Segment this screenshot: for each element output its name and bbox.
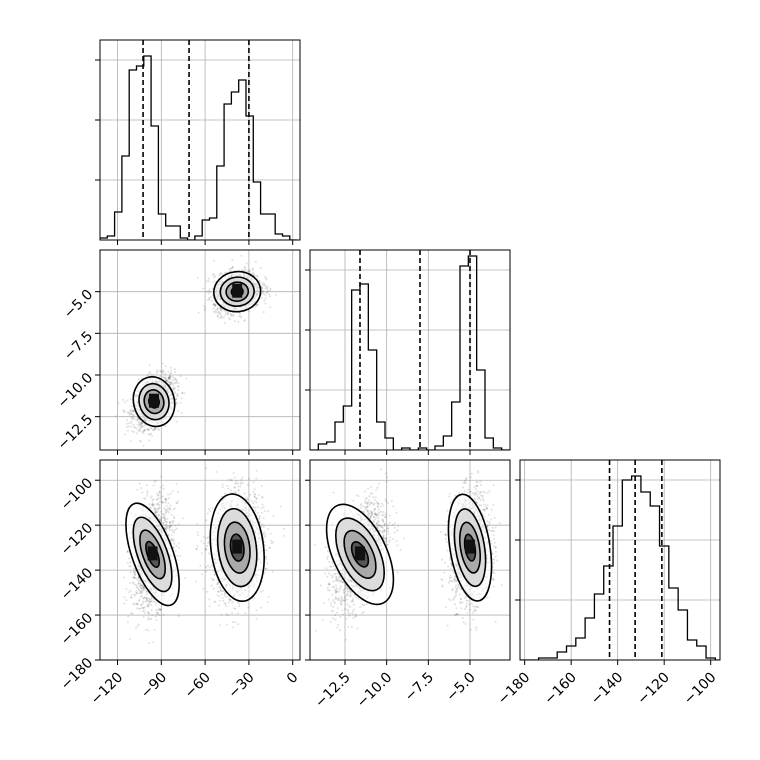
- y-tick-label: −10.0: [55, 370, 97, 412]
- density-peak: [147, 546, 158, 561]
- x-tick-label: −10.0: [354, 669, 396, 711]
- density-peak: [355, 546, 365, 561]
- x-tick-label: −180: [495, 669, 534, 708]
- hist-2-panel: −180 −160 −140 −120 −100: [495, 459, 721, 708]
- y-tick-label: −140: [58, 565, 97, 604]
- x-tick-label: −120: [634, 669, 673, 708]
- scatter-2-0-panel: −120 −90 −60 −30 0 −100 −120 −140 −160 −180: [58, 459, 302, 708]
- x-tick-label: −140: [588, 669, 627, 708]
- density-peak: [149, 393, 159, 408]
- x-tick-label: −160: [541, 669, 580, 708]
- panel-frame: [309, 459, 511, 661]
- x-tick-label: 0: [284, 669, 302, 687]
- y-tick-label: −12.5: [55, 412, 97, 454]
- x-tick-label: −120: [88, 669, 127, 708]
- scatter-1-0-panel: −5.0 −7.5 −10.0−12.5: [55, 249, 301, 455]
- x-tick-label: −30: [225, 669, 257, 701]
- panel-frame: [99, 39, 301, 241]
- histogram-step: [100, 55, 298, 240]
- y-tick-label: −7.5: [61, 328, 96, 363]
- panel-frame: [99, 249, 301, 451]
- x-tick-label: −90: [138, 669, 170, 701]
- x-tick-label: −7.5: [402, 669, 437, 704]
- x-tick-label: −60: [182, 669, 214, 701]
- y-tick-label: −100: [58, 475, 97, 514]
- x-tick-label: −5.0: [443, 669, 478, 704]
- density-peak: [232, 283, 243, 298]
- scatter-2-1-panel: −12.5 −10.0 −7.5 −5.0: [305, 459, 511, 711]
- y-tick-label: −120: [58, 520, 97, 559]
- hist-0-panel: [95, 39, 301, 245]
- panel-frame: [99, 459, 301, 661]
- x-tick-label: −12.5: [312, 669, 354, 711]
- density-peak: [232, 539, 243, 554]
- x-tick-label: −100: [681, 669, 720, 708]
- y-tick-label: −180: [58, 655, 97, 694]
- panel-frame: [309, 249, 511, 451]
- y-tick-label: −160: [58, 610, 97, 649]
- density-peak: [465, 539, 475, 554]
- histogram-step: [520, 475, 720, 660]
- histogram-step: [310, 255, 510, 450]
- hist-1-panel: [305, 249, 511, 455]
- y-tick-label: −5.0: [61, 287, 96, 322]
- panel-frame: [519, 459, 721, 661]
